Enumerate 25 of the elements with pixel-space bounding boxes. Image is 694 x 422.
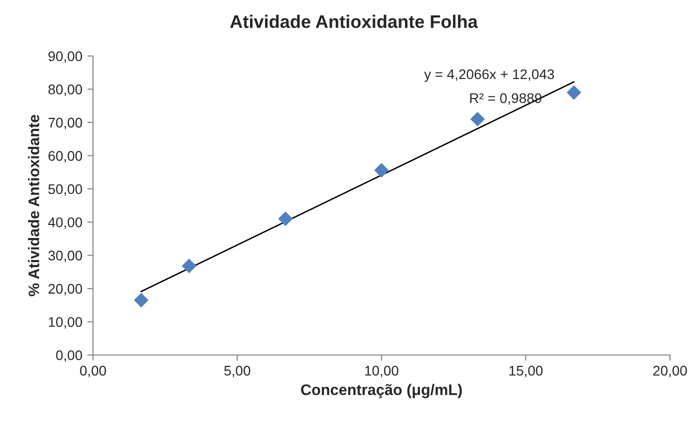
y-tick-label: 60,00 <box>48 151 82 162</box>
x-tick-label: 5,00 <box>224 366 250 378</box>
x-tick-label: 0,00 <box>80 366 106 378</box>
chart-title: Atividade Antioxidante Folha <box>230 14 478 28</box>
x-axis-title: Concentração (μg/mL) <box>301 384 462 398</box>
x-tick-label: 15,00 <box>509 366 543 378</box>
y-tick-label: 20,00 <box>48 284 82 296</box>
point <box>134 292 148 308</box>
point <box>278 212 293 226</box>
y-tick-label: 10,00 <box>48 317 82 329</box>
y-tick-label: 90,00 <box>48 51 82 63</box>
y-tick-label: 30,00 <box>48 250 82 262</box>
point <box>566 85 582 100</box>
y-tick-label: 80,00 <box>48 84 82 96</box>
y-tick-label: 70,00 <box>48 118 82 130</box>
x-tick-label: 20,00 <box>653 366 687 378</box>
point <box>470 112 485 126</box>
y-axis-title: % Atividade Antioxidante <box>28 114 40 296</box>
y-tick-label: 40,00 <box>48 217 82 229</box>
y-tick-label: 0,00 <box>56 350 82 362</box>
point <box>374 163 389 178</box>
point <box>182 258 196 274</box>
x-tick-label: 10,00 <box>365 366 398 378</box>
y-tick-label: 50,00 <box>48 184 82 196</box>
annotation: y = 4,2066x + 12,043 <box>424 69 554 82</box>
